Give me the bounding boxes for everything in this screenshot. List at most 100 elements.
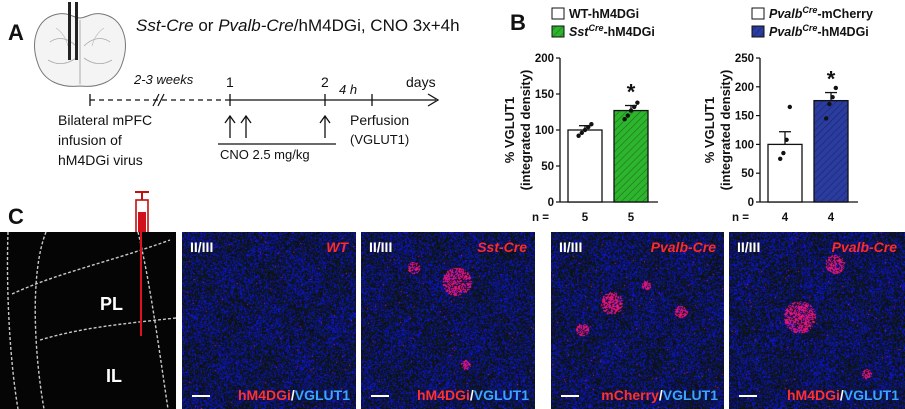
- stain-sep: /: [658, 387, 663, 403]
- header-or: or: [193, 16, 219, 35]
- scale-bar: [371, 395, 389, 397]
- legend-entry: SstCre-hM4DGi: [569, 23, 655, 39]
- stain-blue: VGLUT1: [294, 387, 350, 403]
- layer-label: II/III: [737, 239, 761, 255]
- stain-blue: VGLUT1: [473, 387, 529, 403]
- legend-swatch: [551, 25, 565, 38]
- data-point: [635, 100, 640, 105]
- micrograph-pvalb-hm4dgi: II/III Pvalb-Cre hM4DGi/VGLUT1: [729, 232, 905, 409]
- micrograph-wt: II/III WT hM4DGi/VGLUT1: [182, 232, 356, 409]
- y-tick-label: 100: [735, 139, 754, 151]
- y-tick-label: 200: [535, 53, 554, 65]
- mpfc-schematic: PL IL: [0, 232, 176, 409]
- scale-bar: [192, 395, 210, 397]
- legend-entry: PvalbCre-hM4DGi: [769, 23, 869, 39]
- data-point: [830, 94, 835, 100]
- y-tick-label: 50: [741, 168, 754, 180]
- y-tick-label: 150: [535, 89, 554, 101]
- n-value: 4: [782, 212, 789, 224]
- panel-label-c: C: [8, 204, 24, 229]
- cno-dose-label: CNO 2.5 mg/kg: [220, 147, 310, 162]
- header-treatment: /hM4DGi, CNO 3x+4h: [293, 16, 460, 35]
- data-point: [622, 117, 627, 122]
- region-il-label: IL: [106, 366, 122, 386]
- data-point: [576, 133, 581, 138]
- data-point: [824, 116, 829, 121]
- micrograph-wt-canvas: [182, 232, 356, 409]
- condition-label: Sst-Cre: [477, 239, 527, 255]
- data-point: [778, 156, 783, 161]
- data-point: [833, 85, 838, 91]
- infusion-line-3: hM4DGi virus: [58, 152, 143, 168]
- layer-label: II/III: [369, 239, 393, 255]
- significance-star: *: [627, 80, 636, 105]
- days-label: days: [406, 74, 436, 90]
- chart-sst: WT-hM4DGi SstCre-hM4DGi 0 50 100 150 200 % VGLU…: [490, 0, 700, 232]
- experiment-header: Sst-Cre or Pvalb-Cre/hM4DGi, CNO 3x+4h: [136, 16, 460, 36]
- infusion-line-2: infusion of: [58, 132, 122, 148]
- y-axis-label: % VGLUT1: [702, 97, 717, 163]
- micrograph-sst: II/III Sst-Cre hM4DGi/VGLUT1: [361, 232, 535, 409]
- scale-bar: [739, 395, 757, 397]
- hours-label: 4 h: [339, 82, 358, 97]
- n-label: n =: [732, 212, 749, 224]
- stain-caption: hM4DGi/VGLUT1: [787, 387, 899, 403]
- legend-entry: WT-hM4DGi: [569, 7, 639, 21]
- weeks-label: 2-3 weeks: [134, 72, 194, 87]
- condition-label: Pvalb-Cre: [650, 239, 716, 255]
- data-point: [579, 130, 584, 136]
- legend-swatch: [751, 7, 765, 20]
- bar: [567, 129, 603, 203]
- y-tick-label: 0: [548, 197, 554, 209]
- y-axis-label-2: (integrated density): [518, 70, 533, 191]
- bar-chart-svg: WT-hM4DGi SstCre-hM4DGi 0 50 100 150 200 % VGLU…: [502, 7, 658, 224]
- condition-label: WT: [326, 239, 348, 255]
- panel-label-a: A: [8, 20, 24, 45]
- micrograph-pvalb-mcherry-canvas: [551, 232, 724, 409]
- stain-caption: mCherry/VGLUT1: [601, 387, 718, 403]
- micrograph-sst-canvas: [361, 232, 535, 409]
- y-axis-label: % VGLUT1: [502, 97, 517, 163]
- data-point: [781, 150, 786, 156]
- timeline-diagram: [89, 93, 440, 145]
- stain-caption: hM4DGi/VGLUT1: [417, 387, 529, 403]
- stain-sep: /: [839, 387, 844, 403]
- legend-swatch: [751, 25, 765, 38]
- y-tick-label: 250: [735, 53, 754, 65]
- micrograph-pvalb-hm4dgi-canvas: [729, 232, 905, 409]
- data-point: [787, 104, 792, 110]
- condition-label: Pvalb-Cre: [831, 239, 897, 255]
- data-point: [586, 124, 591, 130]
- chart-area: WT-hM4DGi SstCre-hM4DGi 0 50 100 150 200% VGLU…: [490, 0, 873, 232]
- layer-label: II/III: [559, 239, 583, 255]
- bar: [813, 99, 849, 203]
- micrograph-pvalb-mcherry: II/III Pvalb-Cre mCherry/VGLUT1: [551, 232, 724, 409]
- panel-label-b: B: [510, 10, 526, 35]
- bar-chart-svg: PvalbCre-mCherry PvalbCre-hM4DGi 0 50 100 150…: [702, 5, 873, 224]
- perfusion-label: Perfusion: [350, 112, 410, 128]
- y-axis-label-2: (integrated density): [718, 70, 733, 191]
- y-tick-label: 50: [541, 161, 554, 173]
- y-tick-label: 200: [735, 82, 754, 94]
- n-value: 5: [628, 212, 635, 224]
- stain-sep: /: [469, 387, 474, 403]
- n-label: n =: [532, 212, 549, 224]
- data-point: [589, 122, 594, 127]
- day-2-label: 2: [321, 74, 329, 90]
- stain-sep: /: [290, 387, 295, 403]
- mpfc-outline-icon: [6, 232, 176, 409]
- infusion-line-1: Bilateral mPFC: [58, 112, 153, 128]
- stain-caption: hM4DGi/VGLUT1: [238, 387, 350, 403]
- y-tick-label: 0: [748, 197, 754, 209]
- stain-blue: VGLUT1: [662, 387, 718, 403]
- scale-bar: [561, 395, 579, 397]
- data-point: [625, 113, 630, 118]
- brain-section-icon: [34, 2, 126, 87]
- stain-red: hM4DGi: [786, 387, 840, 403]
- header-pvalb-cre: Pvalb-Cre: [218, 16, 294, 35]
- legend-entry: PvalbCre-mCherry: [769, 5, 873, 21]
- syringe-icon: [135, 191, 149, 235]
- y-tick-label: 150: [735, 111, 754, 123]
- y-tick-label: 100: [535, 125, 554, 137]
- stain-blue: VGLUT1: [843, 387, 899, 403]
